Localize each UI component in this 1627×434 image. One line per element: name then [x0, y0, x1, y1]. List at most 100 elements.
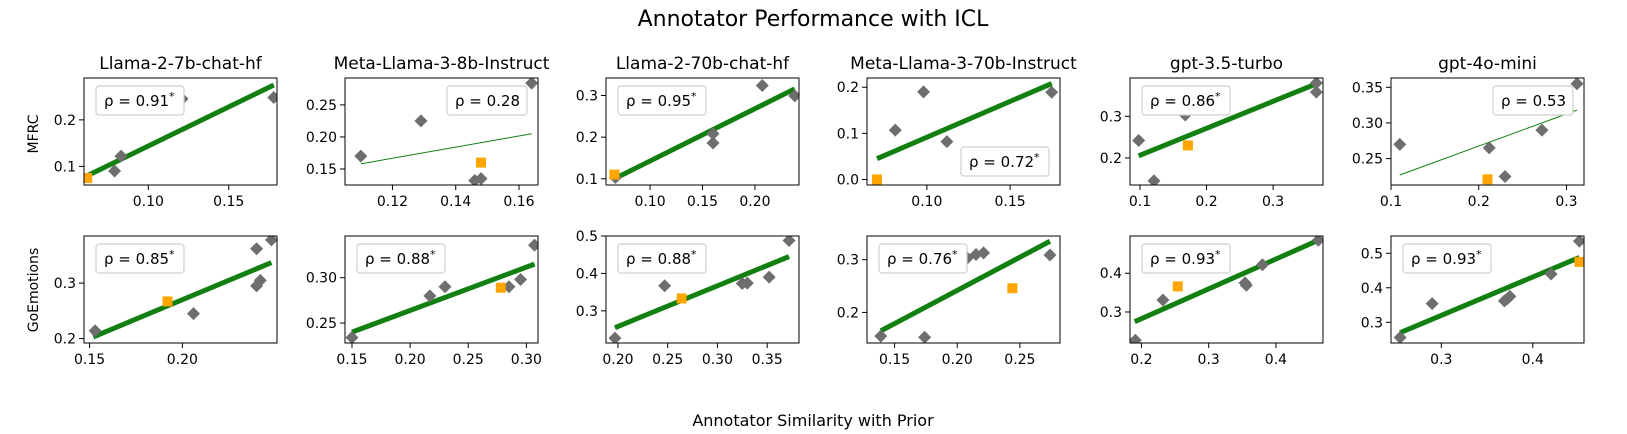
prior-point-square — [84, 173, 93, 184]
plot-area — [608, 78, 799, 185]
panel-title: Llama-2-70b-chat-hf — [616, 54, 790, 74]
x-tick-label: 0.25 — [453, 352, 484, 368]
y-tick-label: 0.4 — [576, 266, 598, 282]
data-point-diamond — [940, 135, 954, 149]
data-point-diamond — [1311, 236, 1323, 247]
rho-box — [1402, 243, 1492, 274]
y-tick-label: 0.3 — [576, 304, 598, 320]
data-point-diamond — [918, 330, 932, 343]
prior-point-square — [1172, 281, 1183, 292]
data-point-diamond — [1498, 169, 1512, 183]
plot-area — [88, 236, 277, 340]
panel-goemotions-gpt-4o-mini: 0.3 0.4 0.3 0.4 0.5 ρ = 0.93* — [1361, 235, 1585, 368]
x-tick-label: 0.15 — [213, 194, 244, 210]
x-tick-label: 0.2 — [1130, 352, 1152, 368]
y-tick-label: 0.25 — [1352, 152, 1383, 168]
data-point-diamond — [1147, 174, 1161, 185]
data-point-diamond — [1570, 78, 1584, 91]
x-tick-label: 0.3 — [1430, 352, 1452, 368]
rho-label: ρ = 0.93* — [1150, 248, 1221, 268]
data-point-diamond — [345, 331, 359, 343]
data-point-diamond — [88, 324, 102, 338]
y-tick-label: 0.2 — [54, 113, 76, 129]
x-tick-label: 0.20 — [395, 352, 426, 368]
data-point-diamond — [977, 246, 991, 260]
data-point-diamond — [423, 289, 437, 303]
x-tick-label: 0.30 — [702, 352, 733, 368]
rho-box — [878, 243, 968, 274]
axes-frame — [83, 77, 278, 186]
significance-asterisk: * — [169, 248, 175, 261]
y-tick-label: 0.20 — [306, 130, 337, 146]
data-point-diamond — [253, 273, 267, 287]
rho-box — [446, 85, 528, 116]
axes-frame — [1129, 235, 1324, 344]
prior-point-square — [871, 174, 882, 185]
x-tick-label: 0.15 — [995, 194, 1026, 210]
fit-line — [875, 81, 1053, 162]
panels-grid: Llama-2-7b-chat-hf 0.10 0.15 0.1 0.2 ρ = 0.91… — [54, 54, 1585, 368]
data-point-diamond — [438, 280, 452, 294]
x-tick-label: 0.16 — [503, 194, 534, 210]
panel-title: Meta-Llama-3-8b-Instruct — [334, 54, 550, 74]
data-point-diamond — [267, 91, 277, 105]
data-point-diamond — [250, 242, 264, 256]
significance-asterisk: * — [952, 248, 958, 261]
panel-title: Llama-2-7b-chat-hf — [99, 54, 263, 74]
data-point-diamond — [528, 238, 538, 252]
x-tick-label: 0.3 — [1198, 352, 1220, 368]
rho-box — [95, 243, 185, 274]
data-point-diamond — [414, 114, 428, 128]
data-point-diamond — [354, 149, 368, 163]
y-tick-label: 0.35 — [1352, 80, 1383, 96]
rho-box — [95, 85, 185, 116]
y-tick-label: 0.25 — [306, 98, 337, 114]
fit-line — [1137, 81, 1318, 159]
prior-point-square — [676, 293, 687, 304]
y-tick-label: 0.4 — [1361, 281, 1383, 297]
axes-frame — [866, 77, 1061, 186]
data-point-diamond — [1544, 267, 1558, 281]
y-tick-label: 0.3 — [1100, 305, 1122, 321]
y-tick-label: 0.2 — [837, 80, 859, 96]
x-tick-label: 0.35 — [752, 352, 783, 368]
data-point-diamond — [608, 331, 622, 343]
rho-box — [1492, 85, 1574, 116]
x-tick-label: 0.12 — [377, 194, 408, 210]
significance-asterisk: * — [430, 248, 436, 261]
x-tick-label: 0.1 — [1129, 194, 1151, 210]
rho-box — [960, 146, 1050, 177]
axes-frame — [344, 235, 539, 344]
prior-point-square — [476, 157, 487, 168]
row-label-mfrc: MFRC — [26, 114, 42, 153]
panel-goemotions-meta-llama-3-8b-instruct: 0.15 0.20 0.25 0.30 0.25 0.30 ρ = 0.88* — [306, 235, 542, 368]
data-point-diamond — [264, 236, 277, 247]
panel-goemotions-meta-llama-3-70b-instruct: 0.15 0.20 0.25 0.2 0.3 ρ = 0.76* — [837, 235, 1061, 368]
rho-label: ρ = 0.28 — [455, 92, 520, 110]
y-tick-label: 0.2 — [576, 130, 598, 146]
figure-xlabel: Annotator Similarity with Prior — [692, 411, 934, 430]
y-tick-label: 0.15 — [306, 162, 337, 178]
axes-frame — [1129, 77, 1324, 186]
data-point-diamond — [658, 279, 672, 293]
rho-label: ρ = 0.76* — [887, 248, 958, 268]
data-point-diamond — [1239, 278, 1253, 292]
significance-asterisk: * — [691, 90, 697, 103]
x-tick-label: 0.25 — [652, 352, 683, 368]
x-tick-label: 0.20 — [602, 352, 633, 368]
rho-box — [617, 85, 707, 116]
plot-area — [1393, 78, 1584, 185]
data-point-diamond — [1130, 333, 1142, 343]
prior-point-square — [1574, 256, 1584, 267]
data-point-diamond — [186, 307, 200, 321]
y-tick-label: 0.4 — [1100, 266, 1122, 282]
data-point-diamond — [1045, 85, 1059, 99]
axes-frame — [83, 235, 278, 344]
rho-label: ρ = 0.95* — [626, 90, 697, 110]
x-tick-label: 0.15 — [687, 194, 718, 210]
x-tick-label: 0.20 — [739, 194, 770, 210]
y-tick-label: 0.5 — [576, 229, 598, 245]
panel-mfrc-gpt-4o-mini: gpt-4o-mini 0.1 0.2 0.3 0.25 0.30 0.35 ρ = 0.53 — [1352, 54, 1585, 210]
prior-point-square — [1007, 283, 1018, 294]
